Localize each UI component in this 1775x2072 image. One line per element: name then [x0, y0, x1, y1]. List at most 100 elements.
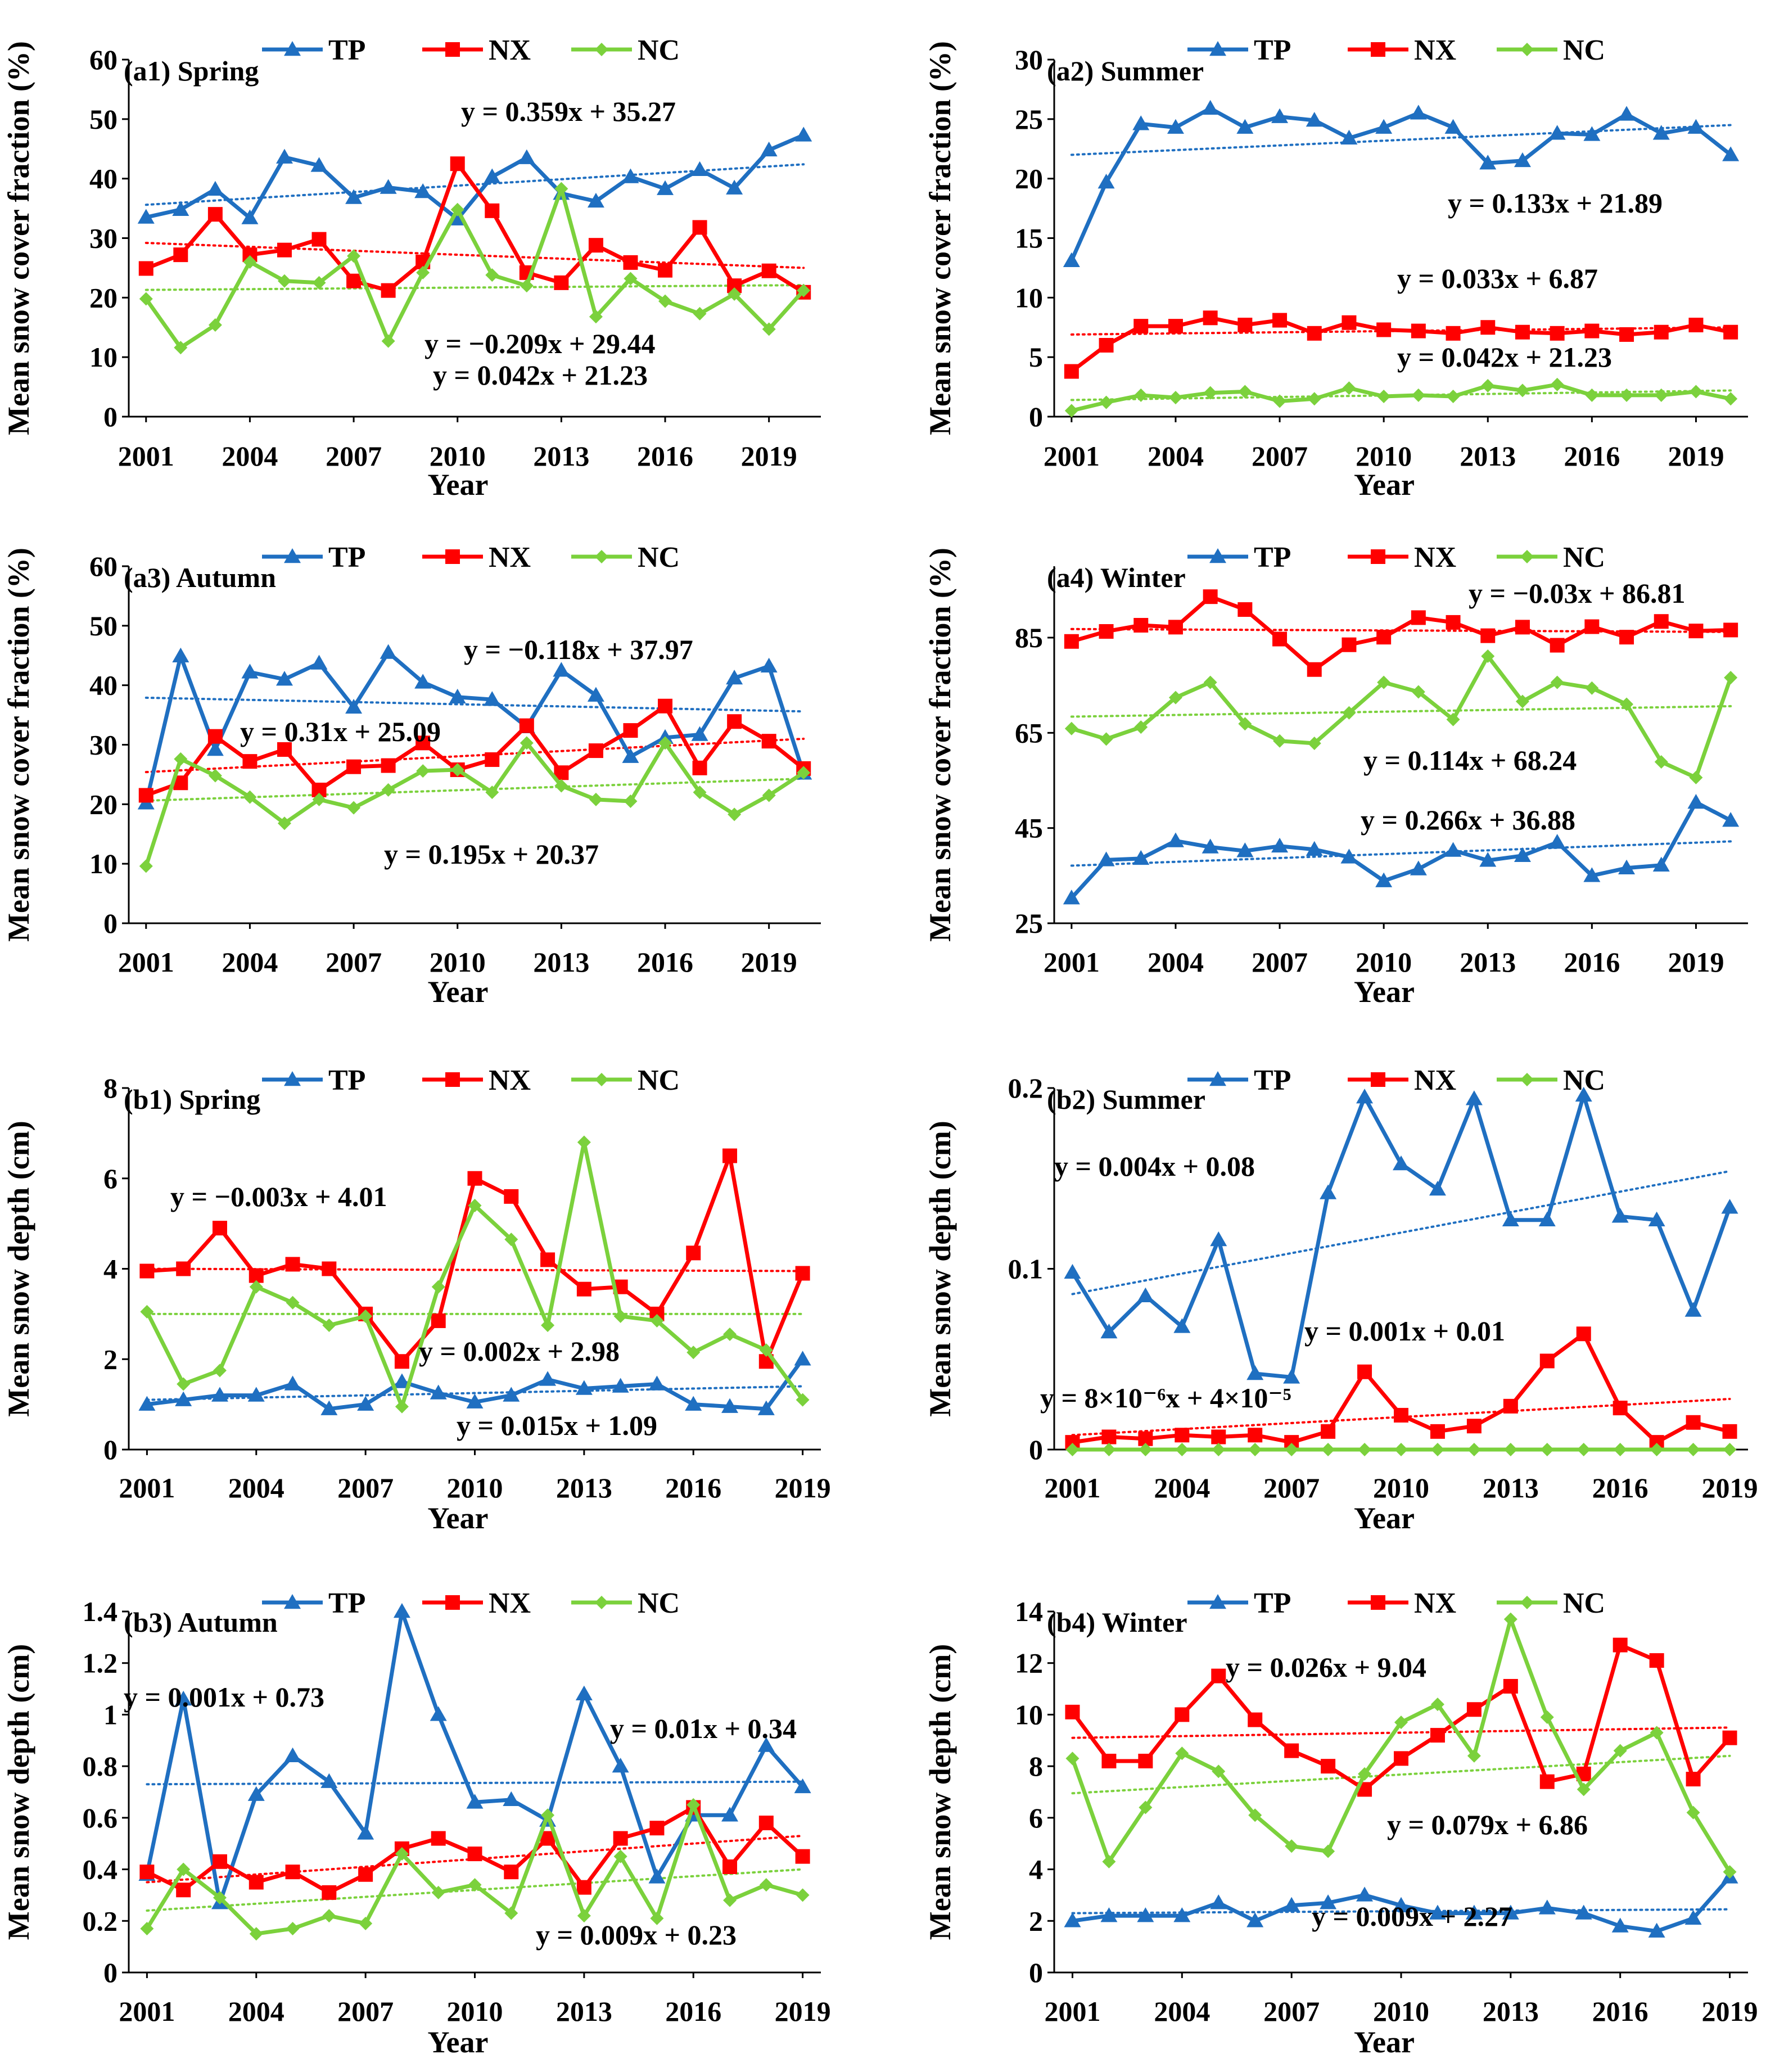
y-axis-title: Mean snow depth (cm) [923, 1644, 957, 1940]
data-point-tp [1618, 859, 1636, 875]
data-point-nx [649, 1821, 665, 1836]
y-tick-label: 2 [103, 1343, 118, 1375]
x-tick-label: 2001 [118, 946, 174, 978]
data-point-nc [1686, 1443, 1700, 1456]
legend-label-nc: NC [638, 1064, 680, 1096]
data-point-nx [1203, 310, 1218, 326]
legend-marker-nx [445, 1595, 460, 1610]
data-point-nc [1446, 390, 1460, 404]
y-tick-label: 30 [1015, 44, 1043, 75]
data-point-nc [1577, 1443, 1591, 1456]
data-point-tp [357, 1396, 374, 1411]
data-point-tp [1283, 1897, 1300, 1912]
data-point-tp [1502, 1211, 1519, 1226]
y-tick-label: 12 [1015, 1647, 1043, 1679]
data-point-tp [685, 1396, 702, 1411]
data-point-nx [1203, 589, 1218, 604]
data-point-tp [1538, 1211, 1556, 1226]
data-point-nc [1650, 1443, 1664, 1456]
data-point-nc [1273, 394, 1287, 408]
y-tick-label: 8 [1029, 1750, 1043, 1782]
data-point-nx [761, 734, 776, 749]
y-tick-label: 40 [89, 670, 118, 701]
trend-equation: y = 0.026x + 9.04 [1226, 1651, 1426, 1683]
data-point-nc [243, 255, 257, 269]
data-point-nc [1238, 385, 1252, 399]
legend-label-nc: NC [638, 541, 680, 574]
data-point-nc [613, 1849, 627, 1863]
data-point-tp [1684, 1302, 1702, 1317]
legend-label-nx: NX [1414, 1587, 1456, 1619]
data-point-nx [1064, 364, 1079, 379]
legend-label-nc: NC [1563, 1064, 1605, 1096]
legend-marker-tp [284, 1594, 301, 1609]
data-point-tp [539, 1371, 557, 1386]
data-point-nx [1584, 323, 1600, 338]
trendline-nx [1071, 1726, 1731, 1739]
data-point-nc [1723, 1443, 1737, 1456]
data-point-nx [1133, 617, 1149, 633]
legend-label-nc: NC [1563, 541, 1605, 574]
data-point-nx [1138, 1753, 1153, 1768]
data-point-tp [1687, 793, 1705, 809]
data-point-nx [139, 1263, 155, 1279]
data-point-tp [206, 180, 224, 196]
data-point-nx [1376, 630, 1392, 645]
data-point-nx [1723, 622, 1738, 638]
data-point-tp [1100, 1324, 1118, 1339]
data-point-nc [1273, 734, 1287, 748]
data-point-tp [726, 669, 743, 685]
data-point-tp [1375, 119, 1393, 134]
data-point-nx [1168, 319, 1183, 334]
data-point-tp [1575, 1086, 1592, 1102]
data-point-nx [415, 735, 431, 751]
data-point-nx [1466, 1419, 1482, 1434]
trend-equation: y = −0.118x + 37.97 [464, 634, 693, 665]
data-point-nc [658, 294, 672, 308]
data-point-nc [1134, 720, 1148, 734]
data-point-nx [1101, 1753, 1117, 1768]
data-point-nc [208, 769, 222, 783]
data-point-tp [1063, 252, 1080, 267]
data-point-nc [1342, 381, 1356, 395]
x-axis-title: Year [428, 2025, 489, 2059]
data-point-tp [721, 1398, 739, 1413]
data-point-nx [176, 1883, 191, 1898]
series-line-nc [144, 741, 805, 867]
data-point-nx [138, 788, 153, 803]
legend-label-tp: TP [1254, 541, 1291, 574]
data-point-tp [380, 644, 397, 659]
x-tick-label: 2019 [1702, 1472, 1758, 1504]
data-point-nc [359, 1916, 373, 1930]
data-point-nc [1238, 717, 1252, 731]
y-tick-label: 65 [1015, 717, 1043, 748]
data-point-nc [1550, 675, 1564, 689]
data-point-nx [1321, 1424, 1336, 1439]
data-point-nx [1430, 1424, 1445, 1439]
data-point-tp [795, 127, 812, 142]
y-tick-label: 60 [89, 550, 118, 582]
data-point-nx [1688, 624, 1704, 639]
data-point-tp [1410, 860, 1427, 875]
data-point-nx [322, 1261, 337, 1276]
x-tick-label: 2004 [228, 1472, 284, 1504]
data-point-nc [395, 1847, 409, 1861]
x-tick-label: 2010 [1373, 1996, 1429, 2027]
y-axis-title: Mean snow cover fraction (%) [2, 548, 35, 942]
data-point-tp [1429, 1181, 1446, 1196]
data-point-nc [312, 276, 326, 290]
legend-label-nx: NX [1414, 1064, 1456, 1096]
data-point-nx [467, 1847, 482, 1862]
trend-equation: y = 0.004x + 0.08 [1054, 1150, 1255, 1182]
x-tick-label: 2019 [775, 1472, 831, 1504]
x-tick-label: 2007 [1252, 946, 1308, 978]
data-point-nx [1307, 326, 1322, 341]
x-tick-label: 2010 [1373, 1472, 1429, 1504]
data-point-nx [1272, 313, 1288, 328]
x-axis-title: Year [428, 1501, 489, 1535]
data-point-nc [1212, 1764, 1226, 1778]
legend-marker-nc [595, 1073, 608, 1086]
legend-marker-nx [1371, 42, 1385, 57]
data-point-tp [1097, 174, 1115, 189]
x-tick-label: 2001 [1044, 946, 1100, 978]
